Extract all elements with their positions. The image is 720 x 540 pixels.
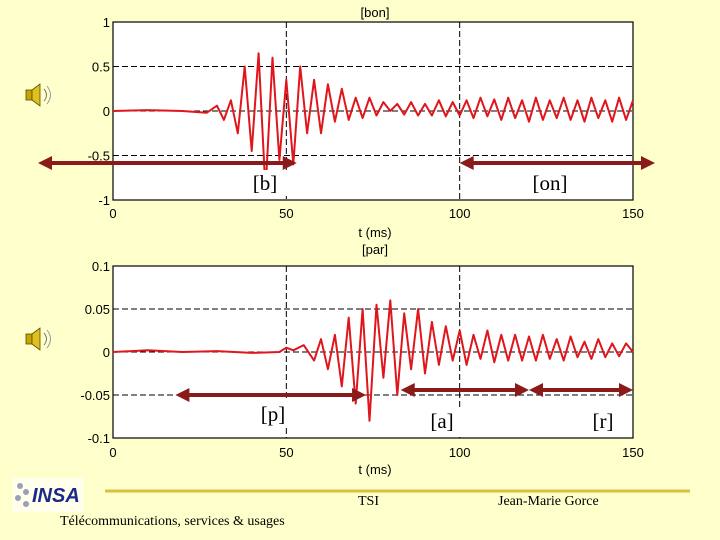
annotation-label: [p] <box>261 402 286 426</box>
chart-bon-title: [bon] <box>361 5 390 20</box>
chart-par-series <box>112 299 634 422</box>
y-tick-label: -0.5 <box>88 149 110 164</box>
annotation-arrow <box>38 156 297 170</box>
y-tick-label: -0.1 <box>88 431 110 446</box>
y-tick-label: -0.05 <box>80 388 110 403</box>
x-tick-label: 150 <box>622 445 644 460</box>
footer-dept: Télécommunications, services & usages <box>60 514 285 529</box>
annotation-label: [b] <box>253 171 278 195</box>
chart-par-ticks: 0 50 100 150 0.1 0.05 0 -0.05 -0.1 <box>80 259 643 460</box>
x-tick-label: 150 <box>622 206 644 221</box>
annotation-arrow <box>529 383 633 397</box>
annotation-arrow <box>400 383 529 397</box>
annotation-label-bg <box>528 170 572 196</box>
speaker-icon[interactable] <box>25 83 51 107</box>
x-tick-label: 0 <box>109 445 116 460</box>
chart-par-title: [par] <box>362 242 388 257</box>
annotation-arrow <box>175 388 367 402</box>
annotation-label: [on] <box>533 171 568 195</box>
insa-logo-text: INSA <box>32 485 80 507</box>
y-tick-label: 0.05 <box>85 302 110 317</box>
y-tick-label: 0.5 <box>92 60 110 75</box>
annotation-label: [a] <box>430 409 453 433</box>
annotation-label-bg <box>243 170 287 196</box>
annotation-arrow <box>459 156 655 170</box>
y-tick-label: 0 <box>103 345 110 360</box>
chart-bon-ticks: 0 50 100 150 1 0.5 0 -0.5 -1 <box>88 15 644 221</box>
annotation-label: [r] <box>593 409 614 433</box>
x-tick-label: 50 <box>279 206 293 221</box>
y-tick-label: 0.1 <box>92 259 110 274</box>
x-tick-label: 0 <box>109 206 116 221</box>
annotation-label-bg <box>251 401 295 427</box>
x-tick-label: 100 <box>449 206 471 221</box>
y-tick-label: 1 <box>103 15 110 30</box>
chart-bon-xlabel: t (ms) <box>358 225 391 240</box>
y-tick-label: -1 <box>98 193 110 208</box>
chart-bon: 0 50 100 150 1 0.5 0 -0.5 -1 [bon] t (ms) [b] [on… <box>38 5 655 240</box>
y-tick-label: 0 <box>103 104 110 119</box>
insa-logo: INSA <box>12 478 84 512</box>
annotation-label-bg <box>420 408 464 434</box>
footer-tsi: TSI <box>358 494 379 509</box>
x-tick-label: 100 <box>449 445 471 460</box>
chart-par-annotations: [p] [a] [r] <box>175 383 633 434</box>
speaker-icon[interactable] <box>25 327 51 351</box>
x-tick-label: 50 <box>279 445 293 460</box>
series-line-waveform <box>112 52 634 193</box>
chart-par-xlabel: t (ms) <box>358 462 391 477</box>
footer-author: Jean-Marie Gorce <box>498 494 599 509</box>
chart-bon-annotations: [b] [on] <box>38 156 655 196</box>
series-line-waveform <box>112 299 634 422</box>
chart-bon-series <box>112 52 634 193</box>
annotation-label-bg <box>581 408 625 434</box>
